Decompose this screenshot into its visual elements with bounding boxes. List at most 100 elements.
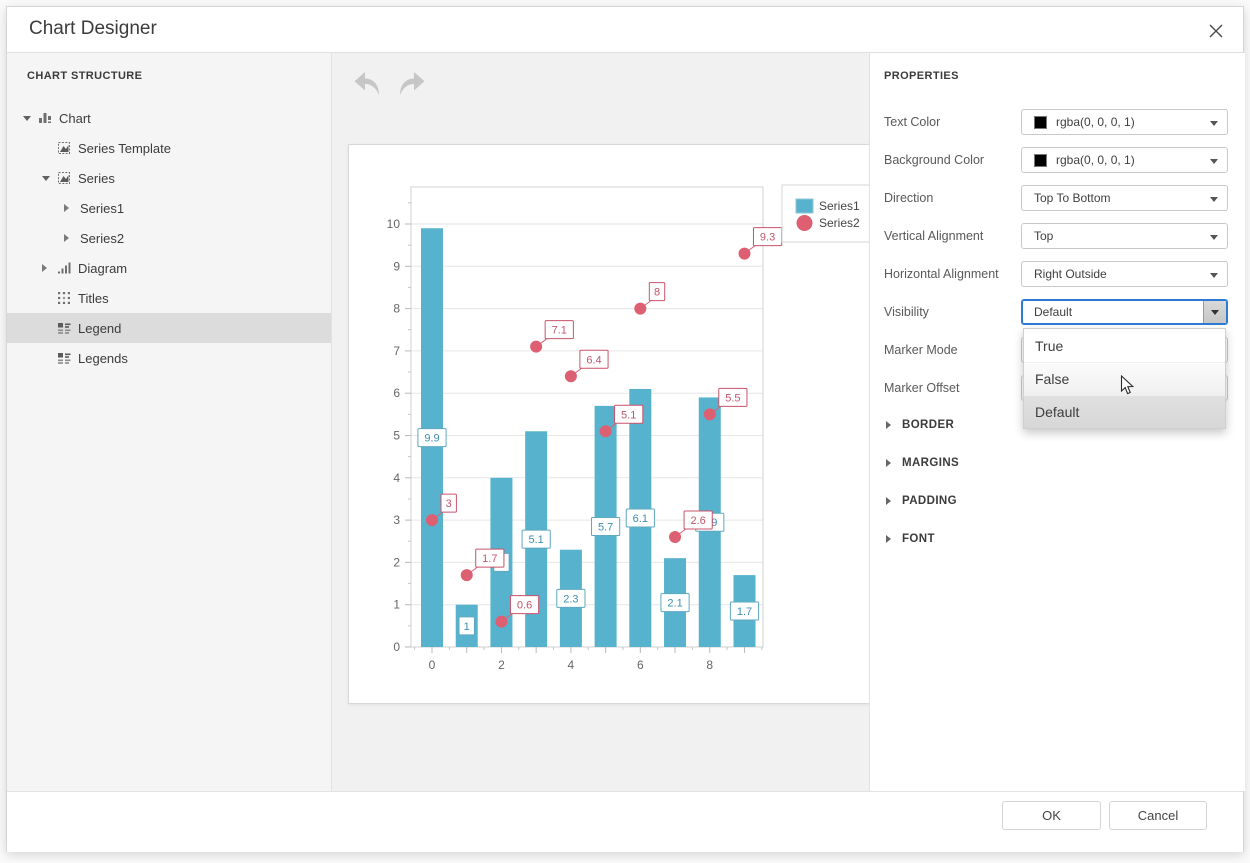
expand-icon [886, 459, 891, 467]
chevron-down-icon [1210, 197, 1218, 202]
prop-row-direction: Direction Top To Bottom [884, 185, 1228, 211]
tree-item-label: Legends [78, 350, 128, 366]
svg-text:0: 0 [393, 640, 400, 654]
dropdown-value: Top To Bottom [1034, 191, 1111, 205]
tree-item-legend[interactable]: Legend [7, 313, 331, 343]
expand-collapse-icon[interactable] [42, 264, 56, 272]
chart-designer-dialog: Chart Designer CHART STRUCTURE Chart [6, 6, 1245, 852]
titles-icon [56, 290, 76, 306]
dropdown-option-true[interactable]: True [1035, 337, 1064, 354]
svg-text:5: 5 [393, 429, 400, 443]
svg-text:8: 8 [393, 302, 400, 316]
svg-text:10: 10 [387, 217, 401, 231]
expand-collapse-icon[interactable] [23, 115, 37, 121]
tree-item-chart[interactable]: Chart [7, 103, 331, 133]
svg-text:6: 6 [637, 658, 644, 672]
tree-item-label: Series Template [78, 140, 171, 156]
tree-item-titles[interactable]: Titles [7, 283, 331, 313]
tree-item-label: Diagram [78, 260, 128, 276]
expand-collapse-icon[interactable] [64, 204, 78, 212]
color-swatch [1034, 153, 1047, 167]
svg-text:6: 6 [393, 386, 400, 400]
tree-item-legends[interactable]: Legends [7, 343, 331, 373]
tree-item-label: Chart [59, 110, 91, 126]
svg-text:5.7: 5.7 [598, 521, 613, 533]
dropdown-option-default[interactable]: Default [1024, 395, 1225, 428]
tree-item-series1[interactable]: Series1 [7, 193, 331, 223]
tree-item-label: Series [78, 170, 115, 186]
expand-collapse-icon[interactable] [64, 234, 78, 242]
tree-item-label: Titles [78, 290, 109, 306]
series-icon [56, 140, 76, 156]
prop-row-vertical-alignment: Vertical Alignment Top [884, 223, 1228, 249]
section-border[interactable]: BORDER [884, 406, 1228, 444]
visibility-dropdown-popup: True False Default [1023, 328, 1226, 429]
svg-text:4: 4 [568, 658, 575, 672]
expand-icon [886, 497, 891, 505]
chart-structure-header: CHART STRUCTURE [27, 70, 143, 82]
svg-text:2: 2 [498, 658, 505, 672]
diagram-icon [56, 260, 76, 276]
dropdown-value: Default [1034, 305, 1073, 319]
prop-row-visibility: Visibility Default [884, 299, 1228, 325]
svg-text:0.6: 0.6 [517, 600, 532, 612]
chart-structure-tree: Chart Series Template Series [7, 103, 331, 373]
chevron-down-icon [1210, 235, 1218, 240]
dropdown-value: Top [1034, 229, 1054, 243]
visibility-dropdown[interactable]: Default [1021, 299, 1228, 325]
svg-text:2.3: 2.3 [563, 593, 578, 605]
prop-row-text-color: Text Color rgba(0, 0, 0, 1) [884, 109, 1228, 135]
dropdown-value: rgba(0, 0, 0, 1) [1056, 153, 1135, 167]
expand-icon [886, 421, 891, 429]
chart-preview[interactable]: 012345678910024689.9145.12.35.76.12.15.9… [349, 145, 869, 705]
svg-text:0: 0 [429, 658, 436, 672]
section-padding[interactable]: PADDING [884, 482, 1228, 520]
svg-text:7.1: 7.1 [552, 325, 567, 337]
svg-text:2: 2 [393, 555, 400, 569]
vertical-alignment-dropdown[interactable]: Top [1021, 223, 1228, 249]
svg-text:3: 3 [446, 498, 452, 510]
chart-paper[interactable]: 012345678910024689.9145.12.35.76.12.15.9… [348, 144, 869, 704]
tree-item-label: Legend [78, 320, 122, 336]
close-icon[interactable] [1205, 20, 1227, 42]
chart-icon [37, 110, 57, 126]
chevron-down-icon [1210, 159, 1218, 164]
horizontal-alignment-dropdown[interactable]: Right Outside [1021, 261, 1228, 287]
svg-text:1: 1 [393, 598, 400, 612]
tree-item-diagram[interactable]: Diagram [7, 253, 331, 283]
redo-icon[interactable] [396, 70, 426, 98]
section-font[interactable]: FONT [884, 520, 1228, 558]
tree-item-series2[interactable]: Series2 [7, 223, 331, 253]
tree-item-label: Series2 [80, 230, 125, 246]
svg-text:3: 3 [393, 513, 400, 527]
svg-text:2.1: 2.1 [667, 598, 682, 610]
svg-text:8: 8 [654, 287, 660, 299]
text-color-dropdown[interactable]: rgba(0, 0, 0, 1) [1021, 109, 1228, 135]
svg-text:1.7: 1.7 [737, 606, 752, 618]
dropdown-value: Right Outside [1034, 267, 1107, 281]
properties-header: PROPERTIES [884, 70, 959, 82]
tree-item-series-template[interactable]: Series Template [7, 133, 331, 163]
direction-dropdown[interactable]: Top To Bottom [1021, 185, 1228, 211]
expand-collapse-icon[interactable] [42, 175, 56, 181]
prop-row-horizontal-alignment: Horizontal Alignment Right Outside [884, 261, 1228, 287]
background-color-dropdown[interactable]: rgba(0, 0, 0, 1) [1021, 147, 1228, 173]
dropdown-option-false[interactable]: False [1024, 362, 1225, 395]
tree-item-series[interactable]: Series [7, 163, 331, 193]
svg-text:4: 4 [393, 471, 400, 485]
undo-icon[interactable] [353, 70, 383, 98]
ok-button[interactable]: OK [1002, 801, 1101, 830]
cancel-button[interactable]: Cancel [1109, 801, 1207, 830]
chart-preview-area: 012345678910024689.9145.12.35.76.12.15.9… [332, 53, 869, 791]
svg-text:5.1: 5.1 [529, 534, 544, 546]
svg-text:5.5: 5.5 [725, 392, 740, 404]
section-margins[interactable]: MARGINS [884, 444, 1228, 482]
svg-text:1.7: 1.7 [482, 553, 497, 565]
svg-text:1: 1 [464, 621, 470, 633]
color-swatch [1034, 115, 1047, 129]
dropdown-open-button[interactable] [1203, 301, 1226, 323]
legend-icon [56, 350, 76, 366]
svg-text:Series1: Series1 [819, 199, 860, 213]
svg-text:2.6: 2.6 [690, 515, 705, 527]
prop-row-background-color: Background Color rgba(0, 0, 0, 1) [884, 147, 1228, 173]
